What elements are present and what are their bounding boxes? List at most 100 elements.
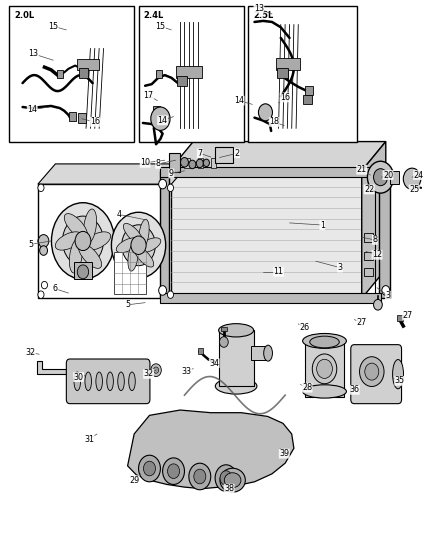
Bar — [210, 158, 215, 167]
Circle shape — [158, 286, 166, 295]
Circle shape — [215, 465, 237, 491]
Circle shape — [41, 281, 47, 289]
Circle shape — [167, 464, 179, 479]
Text: 7: 7 — [197, 149, 202, 158]
Circle shape — [131, 236, 146, 254]
Bar — [304, 86, 312, 95]
Text: 1: 1 — [319, 221, 324, 230]
FancyBboxPatch shape — [350, 345, 401, 403]
Bar — [79, 68, 88, 78]
Circle shape — [258, 104, 272, 121]
Text: 29: 29 — [129, 476, 139, 484]
Circle shape — [381, 286, 389, 295]
Bar — [57, 70, 63, 78]
Bar — [113, 252, 146, 294]
Ellipse shape — [138, 220, 149, 248]
Text: 4: 4 — [116, 210, 121, 219]
Bar — [160, 293, 381, 303]
Ellipse shape — [309, 336, 339, 348]
Text: 2.5L: 2.5L — [253, 11, 273, 20]
Circle shape — [311, 354, 336, 384]
Circle shape — [188, 160, 195, 168]
Circle shape — [143, 461, 155, 476]
Bar — [10, 6, 134, 142]
Circle shape — [167, 184, 173, 191]
Circle shape — [38, 184, 44, 191]
Ellipse shape — [140, 465, 159, 472]
Text: 25: 25 — [408, 185, 418, 194]
Circle shape — [150, 107, 170, 131]
Text: 2.0L: 2.0L — [14, 11, 35, 20]
Circle shape — [359, 357, 383, 386]
Circle shape — [38, 235, 49, 247]
Ellipse shape — [69, 239, 82, 273]
Circle shape — [373, 168, 387, 185]
Circle shape — [75, 231, 91, 251]
Circle shape — [196, 159, 203, 167]
Bar — [155, 70, 162, 78]
Bar — [169, 154, 180, 172]
Text: 14: 14 — [233, 96, 244, 105]
Text: 15: 15 — [155, 22, 165, 31]
Text: 32: 32 — [143, 369, 153, 378]
Text: 10: 10 — [140, 158, 150, 167]
Bar — [251, 346, 268, 360]
Bar — [152, 107, 160, 116]
Ellipse shape — [302, 334, 346, 349]
Text: 30: 30 — [74, 373, 83, 382]
Circle shape — [77, 265, 88, 279]
Bar — [215, 147, 232, 163]
Ellipse shape — [215, 378, 256, 394]
Text: 11: 11 — [273, 268, 283, 276]
Circle shape — [188, 463, 210, 490]
Bar — [68, 112, 76, 122]
Bar — [138, 6, 243, 142]
Text: 17: 17 — [143, 91, 153, 100]
Text: 26: 26 — [299, 323, 309, 332]
Circle shape — [316, 359, 332, 378]
Circle shape — [203, 159, 209, 166]
Circle shape — [381, 179, 389, 189]
Bar — [363, 268, 372, 276]
Text: 16: 16 — [279, 93, 290, 102]
Text: 16: 16 — [90, 117, 99, 126]
Ellipse shape — [128, 372, 135, 391]
Circle shape — [180, 158, 188, 167]
Text: 20: 20 — [382, 171, 392, 180]
Ellipse shape — [74, 372, 81, 391]
Bar — [197, 349, 202, 354]
Text: 13: 13 — [28, 50, 39, 58]
Bar — [218, 330, 253, 386]
Circle shape — [121, 225, 155, 265]
Polygon shape — [38, 164, 188, 184]
Text: 2: 2 — [234, 149, 239, 158]
Bar — [363, 233, 372, 241]
Text: 8: 8 — [155, 159, 160, 168]
Text: 3: 3 — [336, 263, 342, 272]
Ellipse shape — [64, 214, 87, 239]
Bar — [247, 6, 357, 142]
Bar — [363, 252, 372, 260]
Ellipse shape — [224, 473, 240, 488]
Bar — [396, 316, 403, 321]
Bar — [302, 95, 311, 104]
Text: 21: 21 — [356, 165, 366, 174]
Ellipse shape — [117, 372, 124, 391]
Circle shape — [364, 363, 378, 380]
Bar — [175, 66, 201, 78]
Text: 15: 15 — [48, 22, 58, 31]
Text: 27: 27 — [356, 318, 366, 327]
Bar — [78, 114, 86, 123]
Circle shape — [150, 364, 161, 376]
Text: 8: 8 — [371, 236, 377, 245]
Ellipse shape — [78, 244, 102, 269]
Ellipse shape — [263, 345, 272, 361]
Ellipse shape — [302, 385, 346, 398]
Text: 28: 28 — [301, 383, 311, 392]
Text: 3: 3 — [385, 291, 389, 300]
Text: 38: 38 — [224, 484, 233, 493]
Text: 31: 31 — [84, 435, 94, 444]
Bar — [160, 171, 169, 298]
Circle shape — [219, 471, 232, 486]
Text: 18: 18 — [268, 117, 279, 126]
